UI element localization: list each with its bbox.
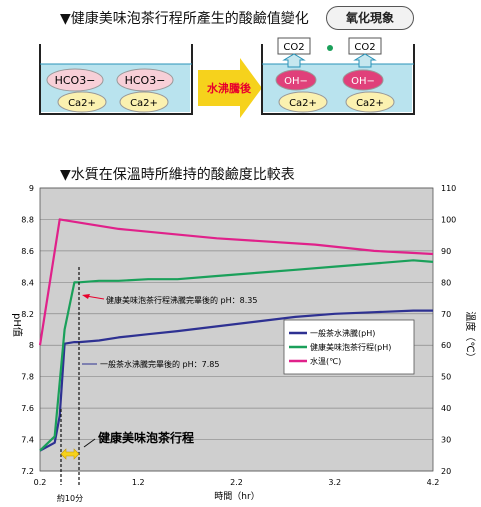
y-tick-label: 7.2 <box>21 467 34 476</box>
ion-hco3-1 <box>46 68 104 92</box>
y-axis-label: pH值 <box>11 313 24 337</box>
y2-tick-label: 100 <box>441 215 456 224</box>
series-lines <box>38 218 434 452</box>
legend: 一般茶水沸騰(pH) 健康美味泡茶行程(pH) 水溫(℃) <box>283 319 415 375</box>
y-tick-label: 8 <box>29 341 34 350</box>
ion-ca-3 <box>278 91 328 113</box>
y2-tick-label: 70 <box>441 310 451 319</box>
y-tick-label: 8.2 <box>21 310 34 319</box>
x-tick-label: 3.2 <box>328 478 341 487</box>
ion-ca-1-label: Ca2+ <box>68 98 96 109</box>
y2-tick-labels: 20 30 40 50 60 70 80 90 100 110 <box>441 184 456 476</box>
y2-tick-label: 60 <box>441 341 451 350</box>
container-left <box>39 44 193 115</box>
y-tick-label: 9 <box>29 184 34 193</box>
ph-chart: 7.2 7.4 7.6 7.8 8 8.2 8.4 8.6 8.8 9 20 30 40 50 60 70 8… <box>11 184 477 503</box>
bottom-note: 約10分 <box>57 493 83 503</box>
co2-label-2: CO2 <box>354 42 375 53</box>
y2-tick-label: 80 <box>441 278 451 287</box>
green-note-arrowhead <box>82 294 90 299</box>
big-label-pointer <box>83 438 96 448</box>
y-tick-label: 7.4 <box>21 436 34 445</box>
y2-tick-label: 90 <box>441 247 451 256</box>
ion-ca-1 <box>57 91 107 113</box>
series-line-2 <box>38 218 434 346</box>
y-tick-label: 7.6 <box>21 404 34 413</box>
plot-border <box>39 187 434 472</box>
co2-up-arrow-1 <box>282 53 306 68</box>
ion-ca-3-label: Ca2+ <box>289 98 317 109</box>
series-line-0 <box>39 309 433 452</box>
legend-label-1: 健康美味泡茶行程(pH) <box>310 342 391 352</box>
y2-tick-label: 40 <box>441 404 451 413</box>
y-tick-label: 8.8 <box>21 215 34 224</box>
ion-ca-4-label: Ca2+ <box>356 98 384 109</box>
y2-tick-label: 20 <box>441 467 451 476</box>
ion-oh-2 <box>342 69 384 91</box>
boil-arrow-label: 水沸騰後 <box>207 81 252 95</box>
green-note: 健康美味泡茶行程沸騰完畢後的 pH：8.35 <box>106 295 257 305</box>
x-tick-labels: 0.2 1.2 2.2 3.2 4.2 <box>34 478 440 487</box>
y2-tick-label: 110 <box>441 184 456 193</box>
ion-oh-1 <box>275 69 317 91</box>
series-line-1 <box>39 259 434 452</box>
x-tick-label: 0.2 <box>34 478 47 487</box>
bubble-dot <box>327 45 333 51</box>
x-tick-label: 1.2 <box>132 478 145 487</box>
co2-label-1: CO2 <box>283 42 304 53</box>
ion-ca-2-label: Ca2+ <box>130 98 158 109</box>
co2-up-arrow-2 <box>353 53 377 68</box>
ion-oh-2-label: OH− <box>351 76 375 87</box>
y-tick-labels: 7.2 7.4 7.6 7.8 8 8.2 8.4 8.6 8.8 9 <box>21 184 34 476</box>
diagram-canvas: HCO3− HCO3− Ca2+ Ca2+ 水沸騰後 CO2 CO2 OH− O… <box>39 37 415 118</box>
y-tick-label: 8.6 <box>21 247 34 256</box>
ion-hco3-1-label: HCO3− <box>55 74 96 87</box>
x-tick-label: 2.2 <box>230 478 243 487</box>
x-axis-label: 時間（hr） <box>214 491 259 502</box>
y2-tick-label: 30 <box>441 436 451 445</box>
ion-oh-1-label: OH− <box>284 76 308 87</box>
y-tick-label: 7.8 <box>21 373 34 382</box>
y-tick-label: 8.4 <box>21 278 34 287</box>
y2-tick-label: 50 <box>441 373 451 382</box>
boil-arrow <box>198 58 262 118</box>
ion-hco3-2 <box>116 68 174 92</box>
y2-axis-label: 溫度（℃） <box>464 311 477 362</box>
container-right <box>261 44 415 115</box>
chart-title: ▼水質在保溫時所維持的酸鹼度比較表 <box>60 167 295 183</box>
diagram-title: ▼健康美味泡茶行程所產生的酸鹼值變化 <box>60 11 309 27</box>
ion-ca-2 <box>119 91 169 113</box>
big-label: 健康美味泡茶行程 <box>98 430 194 445</box>
oxidation-badge: 氧化現象 <box>326 6 414 30</box>
ion-ca-4 <box>345 91 395 113</box>
bracket-arrow <box>60 448 80 460</box>
blue-note: 一般茶水沸騰完畢後的 pH：7.85 <box>100 359 219 369</box>
x-tick-label: 4.2 <box>427 478 440 487</box>
legend-label-2: 水溫(℃) <box>310 356 341 366</box>
legend-label-0: 一般茶水沸騰(pH) <box>310 328 375 338</box>
ion-hco3-2-label: HCO3− <box>125 74 166 87</box>
